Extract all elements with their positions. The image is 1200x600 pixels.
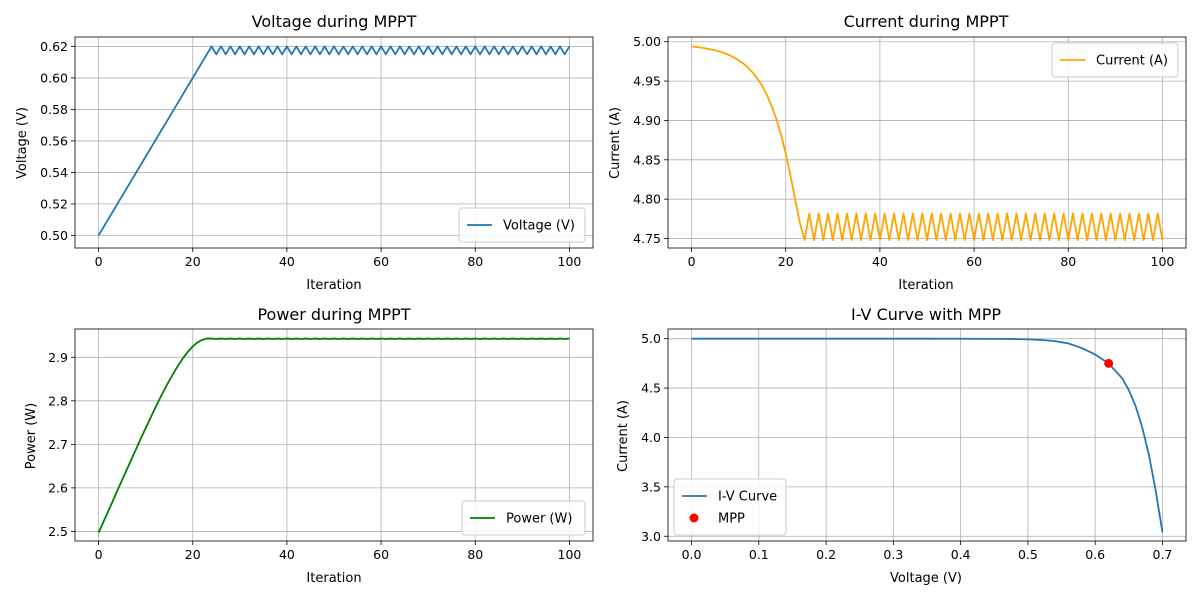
x-tick-label: 60 <box>373 254 389 269</box>
x-tick-label: 0.6 <box>1085 547 1105 562</box>
x-tick-label: 20 <box>185 254 201 269</box>
legend-box <box>461 500 586 536</box>
y-axis-label: Current (A) <box>616 400 631 472</box>
y-tick-label: 5.0 <box>641 331 661 346</box>
x-tick-label: 80 <box>467 547 483 562</box>
axes-frame <box>74 36 594 249</box>
y-tick-label: 4.75 <box>633 231 661 246</box>
y-tick-label: 4.80 <box>633 192 661 207</box>
y-tick-label: 4.90 <box>633 113 661 128</box>
ticks: 0 20 40 60 80 100 2.5 2.6 2.7 2.8 2.9 <box>48 350 581 562</box>
x-tick-label: 20 <box>185 547 201 562</box>
chart-title: I-V Curve with MPP <box>851 305 1001 324</box>
x-tick-label: 60 <box>966 254 982 269</box>
x-tick-label: 80 <box>1060 254 1076 269</box>
i-v-curve-line <box>691 337 1164 533</box>
power-chart: Power during MPPT Iteration Power (W) 0 2… <box>24 305 594 586</box>
legend-marker-mpp <box>689 513 699 523</box>
legend-box <box>1051 42 1179 78</box>
x-axis-label: Iteration <box>306 571 361 586</box>
y-tick-label: 3.5 <box>641 479 661 494</box>
legend: Power (W) <box>461 500 586 536</box>
current-a-line <box>691 45 1164 242</box>
legend-label-voltage-v: Voltage (V) <box>503 219 575 234</box>
y-tick-label: 5.00 <box>633 34 661 49</box>
x-tick-label: 80 <box>467 254 483 269</box>
y-tick-label: 0.60 <box>40 70 68 85</box>
y-tick-label: 2.6 <box>48 480 68 495</box>
ticks: 0 20 40 60 80 100 4.75 4.80 4.85 4.90 4.95 5.00 <box>633 34 1174 269</box>
y-axis-label: Voltage (V) <box>15 107 30 179</box>
x-tick-label: 0 <box>688 254 696 269</box>
y-tick-label: 4.95 <box>633 74 661 89</box>
plot-area <box>691 45 1164 242</box>
legend-label-power-w: Power (W) <box>506 512 572 527</box>
x-tick-label: 0.3 <box>883 547 903 562</box>
ticks: 0.0 0.1 0.2 0.3 0.4 0.5 0.6 0.7 3.0 3.5 4.0 4.5 5.0 <box>641 331 1172 562</box>
x-tick-label: 100 <box>1151 254 1175 269</box>
legend: I-V Curve MPP <box>673 478 787 536</box>
chart-title: Voltage during MPPT <box>252 12 417 31</box>
plot-area <box>97 337 570 534</box>
chart-title: Current during MPPT <box>844 12 1009 31</box>
x-tick-label: 0 <box>95 254 103 269</box>
y-tick-label: 0.58 <box>40 102 68 117</box>
x-tick-label: 0.7 <box>1153 547 1173 562</box>
x-tick-label: 40 <box>279 254 295 269</box>
y-tick-label: 0.54 <box>40 165 68 180</box>
x-tick-label: 0.4 <box>951 547 971 562</box>
axes-frame <box>74 328 594 542</box>
x-tick-label: 40 <box>872 254 888 269</box>
iv-curve-chart: I-V Curve with MPP Voltage (V) Current (… <box>616 305 1187 586</box>
voltage-v-line <box>97 45 571 236</box>
legend-box <box>458 207 586 243</box>
x-tick-label: 40 <box>279 547 295 562</box>
x-tick-label: 0.0 <box>682 547 702 562</box>
chart-title: Power during MPPT <box>257 305 410 324</box>
y-tick-label: 0.56 <box>40 133 68 148</box>
x-axis-label: Iteration <box>898 278 953 293</box>
y-tick-label: 2.7 <box>48 437 68 452</box>
legend: Current (A) <box>1051 42 1179 78</box>
y-tick-label: 3.0 <box>641 529 661 544</box>
y-tick-label: 0.50 <box>40 228 68 243</box>
legend-label-current-a: Current (A) <box>1096 54 1168 69</box>
x-axis-label: Voltage (V) <box>890 571 962 586</box>
y-tick-label: 0.62 <box>40 39 68 54</box>
legend: Voltage (V) <box>458 207 586 243</box>
legend-label-i-v-curve: I-V Curve <box>718 490 777 505</box>
legend-label-mpp: MPP <box>718 512 745 527</box>
y-tick-label: 4.85 <box>633 152 661 167</box>
x-tick-label: 0.2 <box>816 547 836 562</box>
y-tick-label: 4.0 <box>641 430 661 445</box>
x-tick-label: 100 <box>558 254 582 269</box>
x-tick-label: 0 <box>95 547 103 562</box>
y-axis-label: Current (A) <box>608 107 623 179</box>
x-tick-label: 0.1 <box>749 547 769 562</box>
y-tick-label: 0.52 <box>40 196 68 211</box>
ticks: 0 20 40 60 80 100 0.50 0.52 0.54 0.56 0.58 0.60 0.62 <box>40 39 581 269</box>
x-tick-label: 100 <box>558 547 582 562</box>
plot-area <box>97 45 571 236</box>
x-tick-label: 20 <box>778 254 794 269</box>
axes-frame <box>667 328 1187 542</box>
y-tick-label: 4.5 <box>641 381 661 396</box>
voltage-chart: Voltage during MPPT Iteration Voltage (V… <box>15 12 594 293</box>
y-tick-label: 2.5 <box>48 524 68 539</box>
power-w-line <box>97 337 570 534</box>
axes-frame <box>667 36 1187 249</box>
mpp-point <box>1104 358 1114 368</box>
y-tick-label: 2.8 <box>48 393 68 408</box>
x-tick-label: 60 <box>373 547 389 562</box>
plot-area <box>691 337 1164 533</box>
x-tick-label: 0.5 <box>1018 547 1038 562</box>
x-axis-label: Iteration <box>306 278 361 293</box>
current-chart: Current during MPPT Iteration Current (A… <box>608 12 1187 293</box>
y-tick-label: 2.9 <box>48 350 68 365</box>
y-axis-label: Power (W) <box>24 403 39 469</box>
grid <box>668 37 1186 248</box>
legend-box <box>673 478 787 536</box>
